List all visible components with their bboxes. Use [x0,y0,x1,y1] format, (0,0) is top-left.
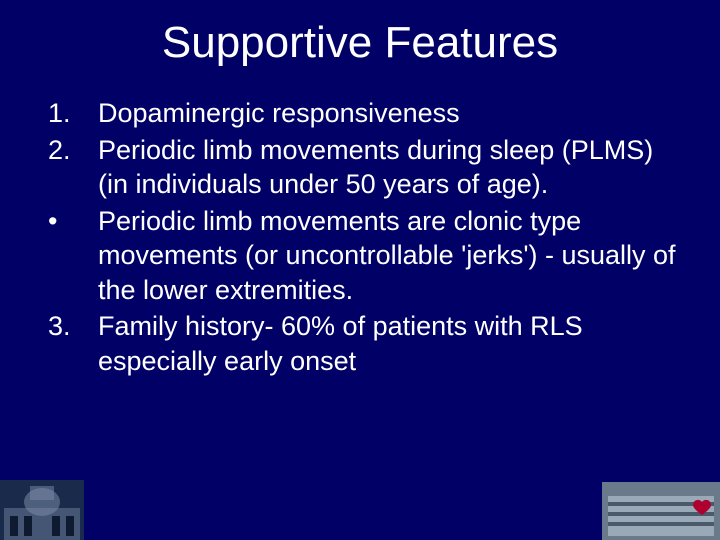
building-dome-photo [0,480,84,540]
list-marker: 3. [48,309,98,378]
bullet-list: 1. Dopaminergic responsiveness 2. Period… [30,96,690,378]
list-text: Periodic limb movements during sleep (PL… [98,133,684,202]
list-marker: 1. [48,96,98,131]
list-marker: • [48,204,98,308]
list-item: 2. Periodic limb movements during sleep … [48,133,684,202]
list-text: Periodic limb movements are clonic type … [98,204,684,308]
slide-title: Supportive Features [30,18,690,68]
list-marker: 2. [48,133,98,202]
list-text: Family history- 60% of patients with RLS… [98,309,684,378]
list-item: 3. Family history- 60% of patients with … [48,309,684,378]
list-text: Dopaminergic responsiveness [98,96,684,131]
slide: Supportive Features 1. Dopaminergic resp… [0,0,720,540]
hospital-building-photo [602,482,720,540]
list-item: • Periodic limb movements are clonic typ… [48,204,684,308]
list-item: 1. Dopaminergic responsiveness [48,96,684,131]
footer-images [0,480,720,540]
